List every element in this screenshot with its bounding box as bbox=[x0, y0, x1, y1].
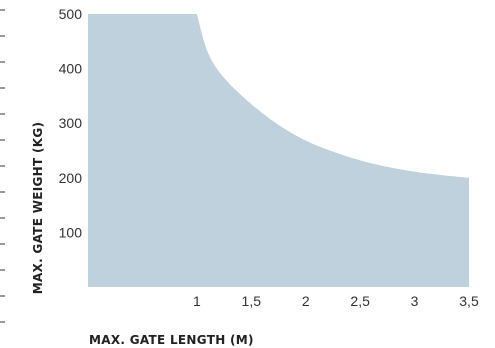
y-tick-label: 300 bbox=[59, 115, 83, 131]
y-tick-label: 200 bbox=[59, 170, 83, 186]
y-axis-title: MAX. GATE WEIGHT (KG) bbox=[31, 122, 45, 295]
weight-limit-area bbox=[88, 14, 469, 287]
x-tick-label: 3,5 bbox=[459, 293, 479, 309]
x-tick-label: 2 bbox=[302, 293, 310, 309]
x-tick-label: 3 bbox=[411, 293, 419, 309]
x-axis-ticks: 1 1,5 2 2,5 3 3,5 bbox=[193, 293, 479, 309]
x-tick-label: 1,5 bbox=[242, 293, 262, 309]
y-tick-label: 400 bbox=[59, 61, 83, 77]
left-edge-dashes bbox=[0, 9, 5, 323]
y-tick-label: 100 bbox=[59, 224, 83, 240]
x-tick-label: 2,5 bbox=[350, 293, 370, 309]
x-axis-title: MAX. GATE LENGTH (M) bbox=[89, 333, 254, 347]
y-axis-ticks: 100 200 300 400 500 bbox=[59, 6, 83, 240]
x-tick-label: 1 bbox=[193, 293, 201, 309]
y-tick-label: 500 bbox=[59, 6, 83, 22]
